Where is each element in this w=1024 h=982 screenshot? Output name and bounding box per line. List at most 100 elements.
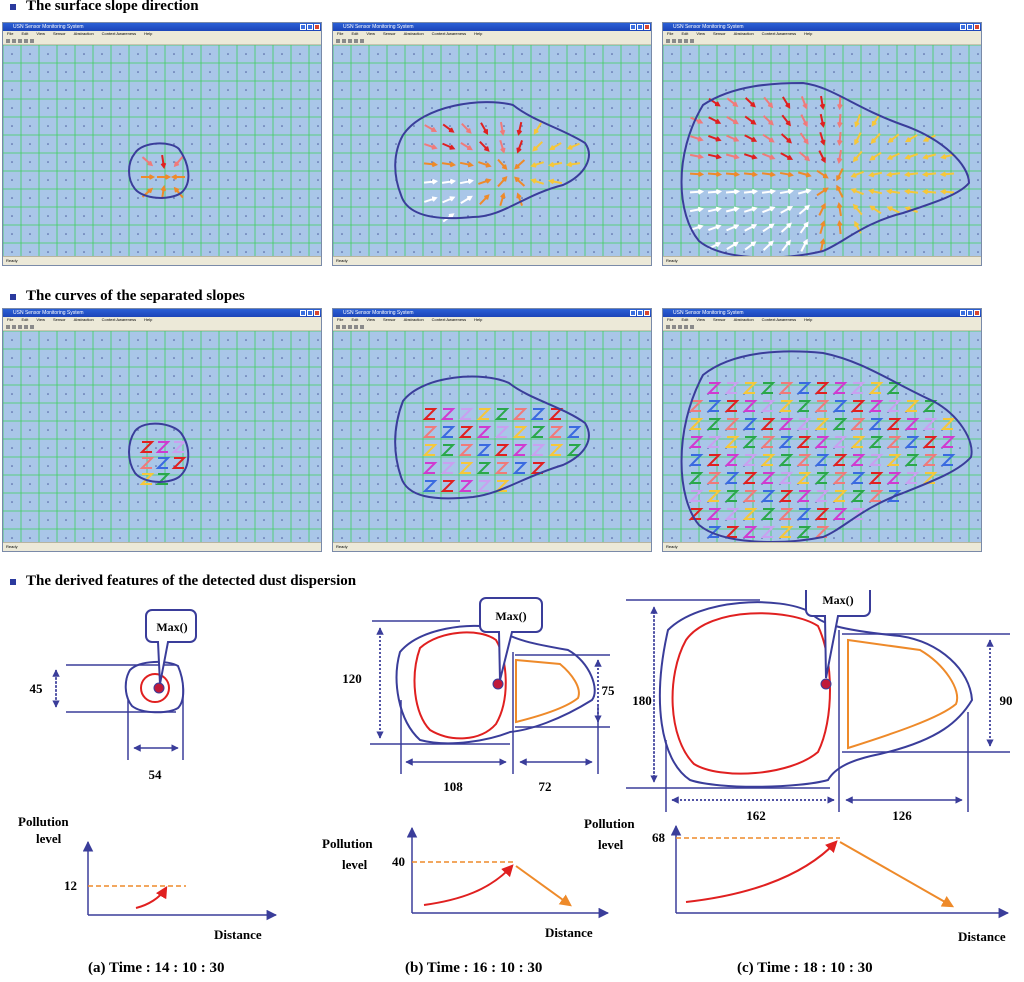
menu-item[interactable]: File <box>667 317 674 322</box>
toolbar-button[interactable] <box>672 38 676 43</box>
toolbar-button[interactable] <box>666 324 670 329</box>
menu-item[interactable]: Sensor <box>712 317 726 322</box>
toolbar-button[interactable] <box>12 38 16 43</box>
menu-item[interactable]: Edit <box>681 317 689 322</box>
close-button[interactable] <box>974 310 980 316</box>
map-canvas[interactable] <box>333 331 651 543</box>
close-button[interactable] <box>974 24 980 30</box>
minimize-button[interactable] <box>300 310 306 316</box>
menu-item[interactable]: Edit <box>351 31 359 36</box>
menu-item[interactable]: Help <box>474 31 483 36</box>
menu-item[interactable]: View <box>366 317 375 322</box>
menu-item[interactable]: Abstraction <box>403 31 424 36</box>
menu-item[interactable]: Help <box>804 317 813 322</box>
menu-item[interactable]: File <box>667 31 674 36</box>
menu-item[interactable]: Context Awareness <box>101 31 137 36</box>
menu-item[interactable]: Help <box>144 31 153 36</box>
menu-item[interactable]: Abstraction <box>403 317 424 322</box>
toolbar-button[interactable] <box>18 38 22 43</box>
menu-item[interactable]: Abstraction <box>733 317 754 322</box>
toolbar-button[interactable] <box>342 324 346 329</box>
map-canvas[interactable] <box>3 331 321 543</box>
toolbar-button[interactable] <box>12 324 16 329</box>
menu-item[interactable]: Sensor <box>712 31 726 36</box>
toolbar-button[interactable] <box>684 324 688 329</box>
toolbar-button[interactable] <box>354 324 358 329</box>
menu-item[interactable]: Help <box>144 317 153 322</box>
toolbar-button[interactable] <box>672 324 676 329</box>
toolbar-button[interactable] <box>24 38 28 43</box>
minimize-button[interactable] <box>960 310 966 316</box>
toolbar-button[interactable] <box>360 324 364 329</box>
toolbar-button[interactable] <box>666 38 670 43</box>
maximize-button[interactable] <box>967 310 973 316</box>
map-canvas[interactable] <box>663 45 981 257</box>
toolbar-button[interactable] <box>336 38 340 43</box>
toolbar-button[interactable] <box>342 38 346 43</box>
maximize-button[interactable] <box>307 310 313 316</box>
menu-item[interactable]: Abstraction <box>73 317 94 322</box>
slope-arrow <box>442 142 456 150</box>
menu-item[interactable]: Context Awareness <box>431 31 467 36</box>
menu-item[interactable]: File <box>7 317 14 322</box>
map-canvas[interactable] <box>3 45 321 257</box>
maximize-button[interactable] <box>637 24 643 30</box>
toolbar-button[interactable] <box>678 38 682 43</box>
toolbar-button[interactable] <box>678 324 682 329</box>
toolbar-button[interactable] <box>690 324 694 329</box>
menu-item[interactable]: View <box>366 31 375 36</box>
menu-item[interactable]: Sensor <box>52 317 66 322</box>
menu-item[interactable]: Sensor <box>382 31 396 36</box>
map-canvas[interactable] <box>333 45 651 257</box>
menu-item[interactable]: File <box>7 31 14 36</box>
menu-item[interactable]: Help <box>804 31 813 36</box>
toolbar-button[interactable] <box>30 38 34 43</box>
menu-item[interactable]: Sensor <box>382 317 396 322</box>
slope-arrow <box>708 134 722 142</box>
menu-item[interactable]: Abstraction <box>733 31 754 36</box>
toolbar-button[interactable] <box>348 324 352 329</box>
dispersion-outline <box>394 101 590 220</box>
toolbar-button[interactable] <box>6 324 10 329</box>
menu-item[interactable]: Context Awareness <box>761 31 797 36</box>
minimize-button[interactable] <box>300 24 306 30</box>
menu-item[interactable]: Abstraction <box>73 31 94 36</box>
toolbar-button[interactable] <box>18 324 22 329</box>
menu-item[interactable]: Context Awareness <box>101 317 137 322</box>
toolbar-button[interactable] <box>690 38 694 43</box>
toolbar-button[interactable] <box>360 38 364 43</box>
menu-item[interactable]: View <box>696 317 705 322</box>
menu-item[interactable]: Edit <box>681 31 689 36</box>
maximize-button[interactable] <box>967 24 973 30</box>
menu-item[interactable]: Help <box>474 317 483 322</box>
menu-item[interactable]: Edit <box>21 31 29 36</box>
menu-item[interactable]: Edit <box>351 317 359 322</box>
toolbar-button[interactable] <box>336 324 340 329</box>
close-button[interactable] <box>644 310 650 316</box>
menu-item[interactable]: File <box>337 31 344 36</box>
toolbar-button[interactable] <box>30 324 34 329</box>
menu-item[interactable]: Sensor <box>52 31 66 36</box>
close-button[interactable] <box>314 24 320 30</box>
toolbar-button[interactable] <box>6 38 10 43</box>
slope-curve-glyph <box>548 444 564 456</box>
menu-item[interactable]: Edit <box>21 317 29 322</box>
close-button[interactable] <box>644 24 650 30</box>
minimize-button[interactable] <box>630 310 636 316</box>
minimize-button[interactable] <box>630 24 636 30</box>
menu-item[interactable]: Context Awareness <box>431 317 467 322</box>
minimize-button[interactable] <box>960 24 966 30</box>
menu-item[interactable]: View <box>36 31 45 36</box>
maximize-button[interactable] <box>307 24 313 30</box>
map-canvas[interactable] <box>663 331 981 543</box>
menu-item[interactable]: View <box>36 317 45 322</box>
toolbar-button[interactable] <box>24 324 28 329</box>
toolbar-button[interactable] <box>354 38 358 43</box>
toolbar-button[interactable] <box>684 38 688 43</box>
toolbar-button[interactable] <box>348 38 352 43</box>
menu-item[interactable]: View <box>696 31 705 36</box>
menu-item[interactable]: Context Awareness <box>761 317 797 322</box>
menu-item[interactable]: File <box>337 317 344 322</box>
maximize-button[interactable] <box>637 310 643 316</box>
close-button[interactable] <box>314 310 320 316</box>
